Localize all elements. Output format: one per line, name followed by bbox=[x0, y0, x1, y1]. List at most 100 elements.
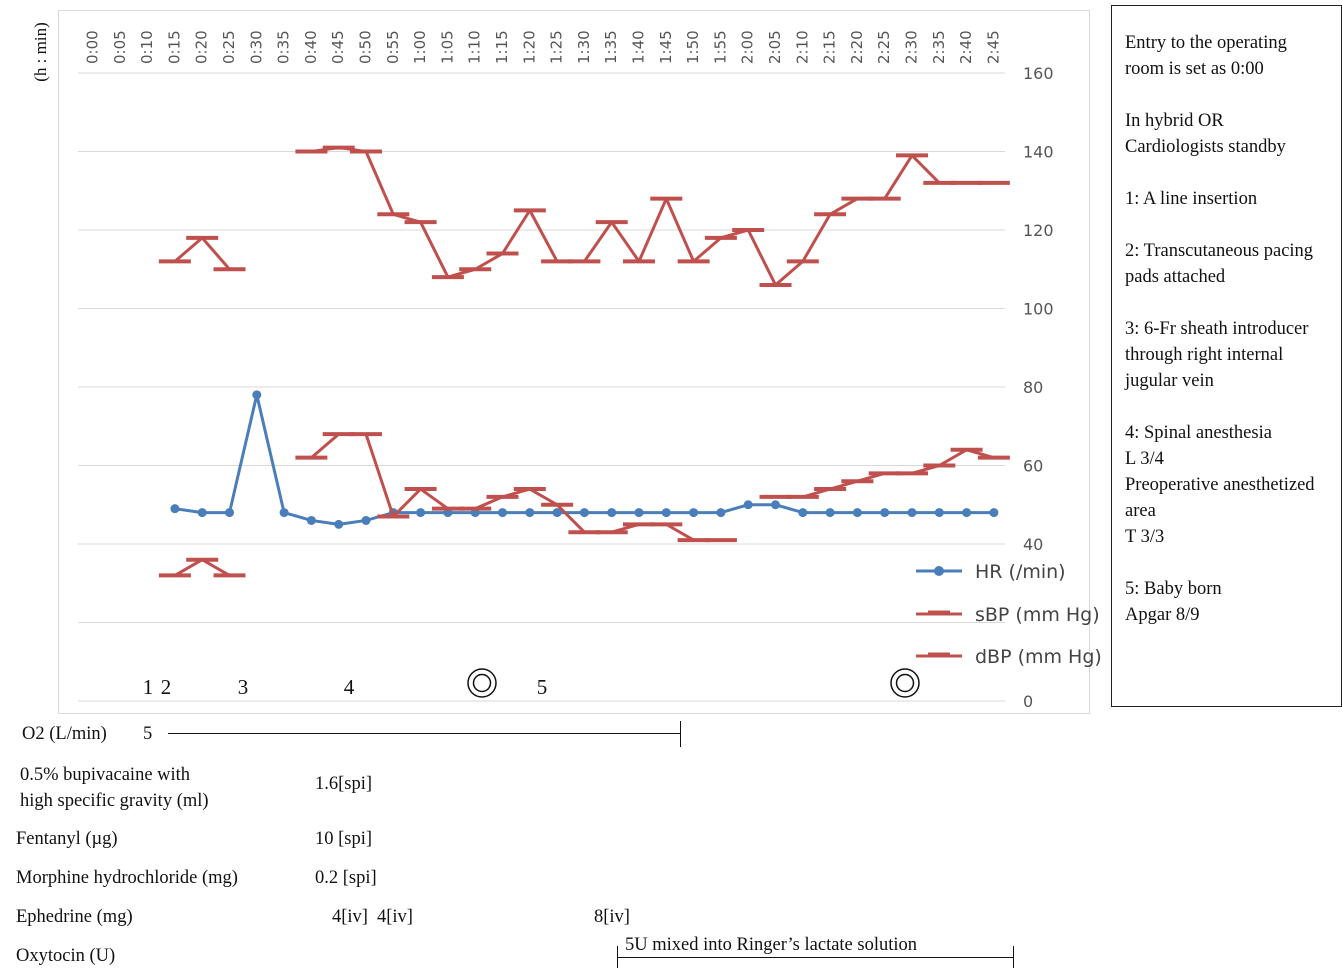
x-tick-label: 0:25 bbox=[220, 30, 238, 64]
x-tick-label: 0:55 bbox=[384, 30, 402, 64]
hr-point bbox=[852, 508, 862, 518]
x-tick-label: 0:30 bbox=[247, 30, 265, 64]
x-tick-label: 1:30 bbox=[575, 30, 593, 64]
note-2: 2: Transcutaneous pacing pads attached bbox=[1125, 241, 1314, 287]
hr-point bbox=[170, 504, 180, 514]
x-tick-label: 0:10 bbox=[138, 30, 156, 64]
x-tick-label: 1:35 bbox=[602, 30, 620, 64]
x-tick-label: 1:15 bbox=[493, 30, 511, 64]
o2-duration-line bbox=[168, 733, 681, 734]
hr-point bbox=[825, 508, 835, 518]
oxytocin-label: Oxytocin (U) bbox=[16, 946, 116, 966]
y-tick-label: 0 bbox=[1023, 692, 1033, 711]
y-tick-label: 120 bbox=[1023, 221, 1054, 240]
hr-point bbox=[989, 508, 999, 518]
legend-marker-hr bbox=[934, 566, 944, 576]
oxytocin-end-tick bbox=[1013, 946, 1014, 968]
x-tick-label: 1:10 bbox=[466, 30, 484, 64]
x-tick-label: 2:05 bbox=[766, 30, 784, 64]
hr-point bbox=[361, 515, 371, 525]
x-tick-label: 1:05 bbox=[438, 30, 456, 64]
notes-panel: Entry to the operating room is set as 0:… bbox=[1111, 5, 1342, 707]
note-4: 4: Spinal anesthesia L 3/4 Preoperative … bbox=[1125, 423, 1315, 547]
y-tick-label: 40 bbox=[1023, 535, 1043, 554]
event-marker-4: 4 bbox=[344, 675, 355, 699]
event-marker-2: 2 bbox=[161, 675, 172, 699]
y-axis-title: (h : min) bbox=[31, 22, 50, 82]
hr-point bbox=[689, 508, 699, 518]
x-tick-label: 2:10 bbox=[793, 30, 811, 64]
morphine-dose: 0.2 [spi] bbox=[315, 868, 377, 888]
oxytocin-duration-line bbox=[617, 957, 1014, 958]
x-tick-label: 1:00 bbox=[411, 30, 429, 64]
morphine-label: Morphine hydrochloride (mg) bbox=[16, 868, 238, 888]
hr-point bbox=[579, 508, 589, 518]
ephedrine-dose-2: 4[iv] bbox=[377, 907, 413, 927]
hr-point bbox=[634, 508, 644, 518]
hr-point bbox=[416, 508, 426, 518]
double-circle-outer bbox=[890, 668, 920, 698]
hr-point bbox=[798, 508, 808, 518]
hr-point bbox=[552, 508, 562, 518]
hr-point bbox=[771, 500, 780, 510]
hr-point bbox=[525, 508, 535, 518]
series-line-1 bbox=[311, 146, 994, 287]
note-entry: Entry to the operating room is set as 0:… bbox=[1125, 33, 1287, 79]
hr-point bbox=[880, 508, 890, 518]
hr-point bbox=[306, 515, 316, 525]
x-tick-label: 0:50 bbox=[357, 30, 375, 64]
note-3: 3: 6-Fr sheath introducer through right … bbox=[1125, 319, 1309, 391]
x-tick-label: 2:20 bbox=[848, 30, 866, 64]
hr-point bbox=[743, 500, 753, 510]
y-tick-label: 80 bbox=[1023, 378, 1043, 397]
oxytocin-note: 5U mixed into Ringer’s lactate solution bbox=[625, 935, 918, 955]
hr-point bbox=[607, 508, 617, 518]
x-tick-label: 2:45 bbox=[984, 30, 1002, 64]
x-tick-label: 2:35 bbox=[930, 30, 948, 64]
x-tick-label: 2:15 bbox=[821, 30, 839, 64]
ephedrine-dose-1: 4[iv] bbox=[332, 907, 368, 927]
fentanyl-dose: 10 [spi] bbox=[315, 829, 373, 849]
double-circle-inner bbox=[472, 673, 492, 693]
hr-point bbox=[225, 508, 234, 518]
x-tick-label: 0:20 bbox=[193, 30, 211, 64]
event-marker-3: 3 bbox=[238, 675, 249, 699]
series-line-2 bbox=[174, 558, 231, 577]
x-tick-label: 1:25 bbox=[548, 30, 566, 64]
x-tick-label: 1:45 bbox=[657, 30, 675, 64]
y-tick-label: 140 bbox=[1023, 143, 1054, 162]
hr-point bbox=[934, 508, 944, 518]
ephedrine-dose-3: 8[iv] bbox=[594, 907, 630, 927]
ephedrine-label: Ephedrine (mg) bbox=[16, 907, 133, 927]
x-tick-label: 0:15 bbox=[165, 30, 183, 64]
hr-point bbox=[498, 508, 507, 518]
o2-value: 5 bbox=[143, 724, 153, 744]
hr-point bbox=[252, 390, 262, 400]
hr-point bbox=[334, 519, 344, 529]
series-line-1 bbox=[173, 236, 231, 271]
note-1: 1: A line insertion bbox=[1125, 189, 1258, 209]
x-tick-label: 0:45 bbox=[329, 30, 347, 64]
o2-label: O2 (L/min) bbox=[22, 724, 107, 744]
x-tick-label: 0:35 bbox=[275, 30, 293, 64]
bupivacaine-label-line1: 0.5% bupivacaine with bbox=[20, 765, 191, 785]
hr-point bbox=[962, 508, 972, 518]
x-tick-label: 1:40 bbox=[630, 30, 648, 64]
event-marker-5: 5 bbox=[537, 675, 548, 699]
legend-label-0: HR (/min) bbox=[975, 561, 1066, 583]
note-hybrid-or: In hybrid OR Cardiologists standby bbox=[1125, 111, 1286, 157]
legend-label-1: sBP (mm Hg) bbox=[975, 604, 1100, 626]
double-circle-outer bbox=[467, 668, 497, 698]
hr-point bbox=[716, 508, 726, 518]
x-tick-label: 0:05 bbox=[111, 30, 129, 64]
y-tick-label: 160 bbox=[1023, 64, 1054, 83]
x-tick-label: 1:20 bbox=[520, 30, 538, 64]
x-tick-label: 0:40 bbox=[302, 30, 320, 64]
note-5: 5: Baby born Apgar 8/9 bbox=[1125, 579, 1222, 625]
double-circle-inner bbox=[895, 673, 915, 693]
hr-point bbox=[197, 508, 207, 518]
x-tick-label: 2:25 bbox=[875, 30, 893, 64]
bupivacaine-dose: 1.6[spi] bbox=[315, 774, 373, 794]
y-tick-label: 100 bbox=[1023, 300, 1054, 319]
event-marker-1: 1 bbox=[143, 675, 154, 699]
